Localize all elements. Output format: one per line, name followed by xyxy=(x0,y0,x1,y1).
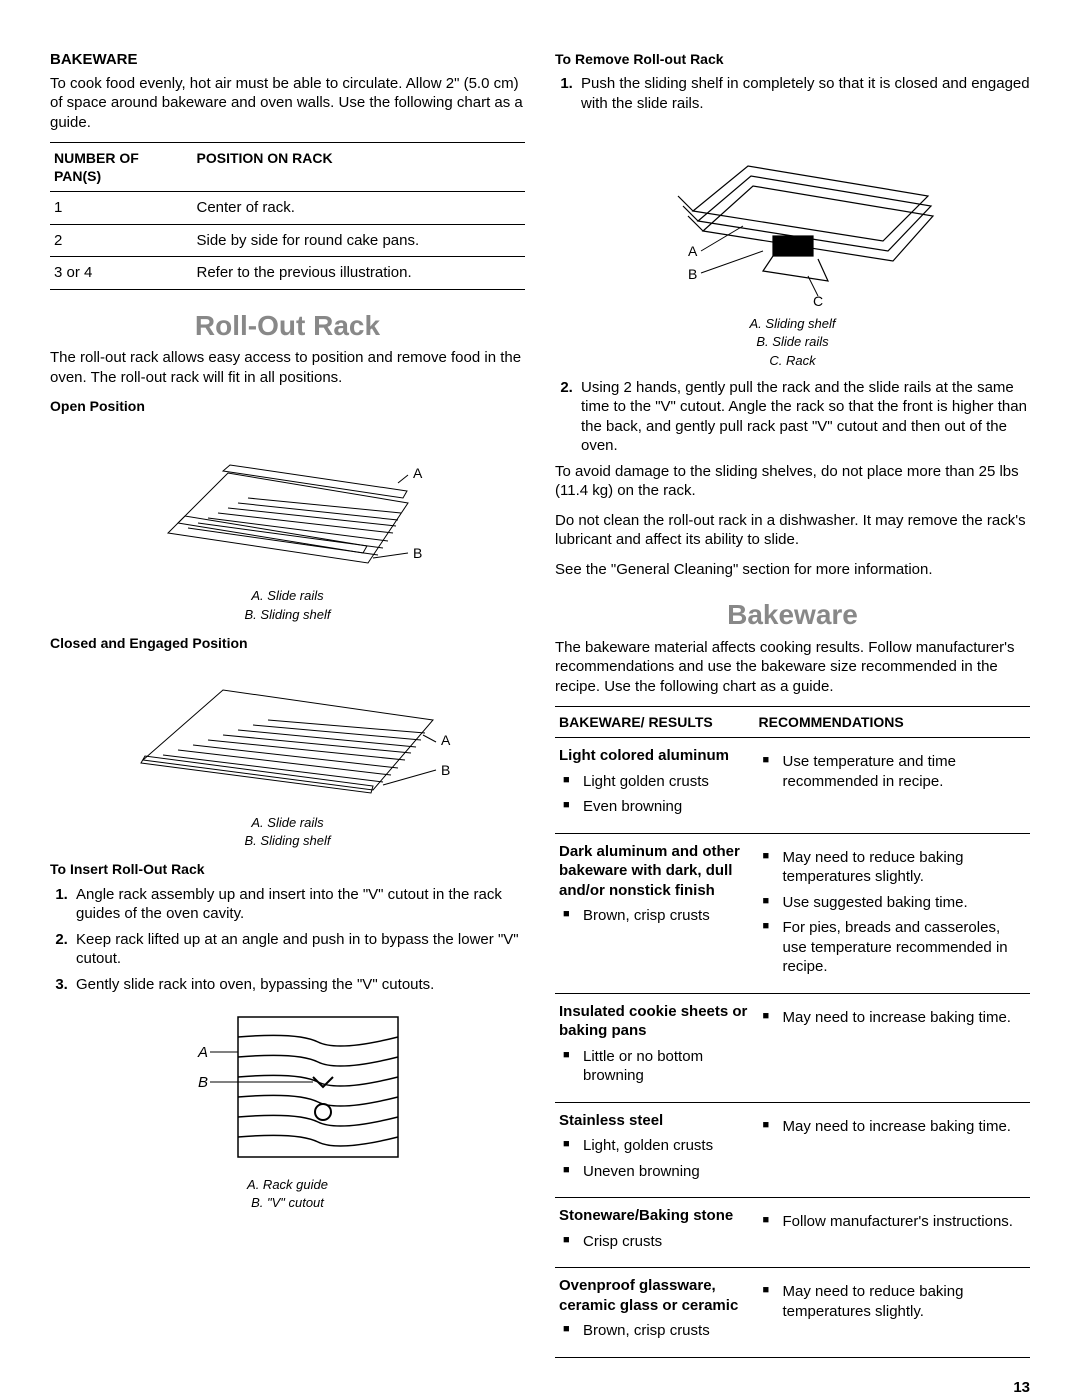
caption-line: B. "V" cutout xyxy=(50,1194,525,1212)
results-list: Light, golden crusts Uneven browning xyxy=(559,1136,751,1181)
bakeware-type: Ovenproof glassware, ceramic glass or ce… xyxy=(559,1276,751,1315)
bake-th-results: BAKEWARE/ RESULTS xyxy=(555,707,755,738)
caption-line: B. Sliding shelf xyxy=(50,606,525,624)
caption-line: B. Slide rails xyxy=(555,333,1030,351)
label-b: B xyxy=(441,762,450,778)
label-a: A xyxy=(197,1044,208,1061)
list-item: Gently slide rack into oven, bypassing t… xyxy=(72,975,525,995)
label-a: A xyxy=(413,465,423,481)
bakeware-type: Stoneware/Baking stone xyxy=(559,1206,751,1226)
caption-line: B. Sliding shelf xyxy=(50,832,525,850)
caption-line: A. Slide rails xyxy=(50,814,525,832)
list-item: May need to reduce baking temperatures s… xyxy=(759,848,1027,887)
caption-line: A. Rack guide xyxy=(50,1176,525,1194)
list-item: May need to increase baking time. xyxy=(759,1008,1027,1028)
results-list: Little or no bottom browning xyxy=(559,1047,751,1086)
bakeware-type: Insulated cookie sheets or baking pans xyxy=(559,1002,751,1041)
recommendations-list: Use temperature and time recommended in … xyxy=(759,752,1027,791)
list-item: Brown, crisp crusts xyxy=(559,906,751,926)
bakeware-type: Dark aluminum and other bakeware with da… xyxy=(559,842,751,901)
results-list: Crisp crusts xyxy=(559,1232,751,1252)
rollout-intro: The roll-out rack allows easy access to … xyxy=(50,348,525,387)
list-item: Little or no bottom browning xyxy=(559,1047,751,1086)
results-list: Brown, crisp crusts xyxy=(559,1321,751,1341)
remove-title: To Remove Roll-out Rack xyxy=(555,50,1030,68)
recommendations-list: May need to reduce baking temperatures s… xyxy=(759,848,1027,977)
page-number: 13 xyxy=(50,1378,1030,1397)
remove-note: Do not clean the roll-out rack in a dish… xyxy=(555,511,1030,550)
list-item: Using 2 hands, gently pull the rack and … xyxy=(577,378,1030,456)
list-item: Follow manufacturer's instructions. xyxy=(759,1212,1027,1232)
remove-figure: A B C A. Sliding shelf B. Slide rails C.… xyxy=(555,121,1030,370)
list-item: May need to reduce baking temperatures s… xyxy=(759,1282,1027,1321)
rollout-title: Roll-Out Rack xyxy=(50,308,525,344)
recommendations-list: Follow manufacturer's instructions. xyxy=(759,1212,1027,1232)
label-b: B xyxy=(688,266,697,282)
list-item: Even browning xyxy=(559,797,751,817)
remove-note: To avoid damage to the sliding shelves, … xyxy=(555,462,1030,501)
recommendations-list: May need to increase baking time. xyxy=(759,1117,1027,1137)
table-row: Ovenproof glassware, ceramic glass or ce… xyxy=(555,1268,1030,1358)
pans-th-number: NUMBER OF PAN(S) xyxy=(50,143,193,192)
caption-line: A. Slide rails xyxy=(50,587,525,605)
table-row: Insulated cookie sheets or baking pans Li… xyxy=(555,993,1030,1102)
list-item: Crisp crusts xyxy=(559,1232,751,1252)
label-a: A xyxy=(441,732,451,748)
list-item: Use temperature and time recommended in … xyxy=(759,752,1027,791)
left-column: BAKEWARE To cook food evenly, hot air mu… xyxy=(50,50,525,1358)
label-a: A xyxy=(688,243,698,259)
caption-line: A. Sliding shelf xyxy=(555,315,1030,333)
results-list: Light golden crusts Even browning xyxy=(559,772,751,817)
caption-line: C. Rack xyxy=(555,352,1030,370)
closed-position-figure: A B A. Slide rails B. Sliding shelf xyxy=(50,660,525,850)
recommendations-list: May need to increase baking time. xyxy=(759,1008,1027,1028)
pans-th-position: POSITION ON RACK xyxy=(193,143,526,192)
bakeware-type: Stainless steel xyxy=(559,1111,751,1131)
list-item: Brown, crisp crusts xyxy=(559,1321,751,1341)
results-list: Brown, crisp crusts xyxy=(559,906,751,926)
bakeware-intro: The bakeware material affects cooking re… xyxy=(555,638,1030,697)
table-row: Dark aluminum and other bakeware with da… xyxy=(555,833,1030,993)
list-item: For pies, breads and casseroles, use tem… xyxy=(759,918,1027,977)
pans-table: NUMBER OF PAN(S) POSITION ON RACK 1 Cent… xyxy=(50,142,525,290)
table-row: Light colored aluminum Light golden crust… xyxy=(555,738,1030,834)
insert-steps: Angle rack assembly up and insert into t… xyxy=(50,885,525,995)
list-item: Keep rack lifted up at an angle and push… xyxy=(72,930,525,969)
bakeware-text: To cook food evenly, hot air must be abl… xyxy=(50,74,525,133)
bake-th-recs: RECOMMENDATIONS xyxy=(755,707,1031,738)
bakeware-big-title: Bakeware xyxy=(555,597,1030,633)
table-row: 1 Center of rack. xyxy=(50,192,525,225)
list-item: Light golden crusts xyxy=(559,772,751,792)
remove-steps-1: Push the sliding shelf in completely so … xyxy=(555,74,1030,113)
list-item: Use suggested baking time. xyxy=(759,893,1027,913)
bakeware-heading: BAKEWARE xyxy=(50,50,525,70)
label-b: B xyxy=(198,1074,208,1091)
table-row: 2 Side by side for round cake pans. xyxy=(50,224,525,257)
list-item: Push the sliding shelf in completely so … xyxy=(577,74,1030,113)
table-row: 3 or 4 Refer to the previous illustratio… xyxy=(50,257,525,290)
bakeware-table: BAKEWARE/ RESULTS RECOMMENDATIONS Light … xyxy=(555,706,1030,1358)
remove-note: See the "General Cleaning" section for m… xyxy=(555,560,1030,580)
list-item: Light, golden crusts xyxy=(559,1136,751,1156)
bakeware-type: Light colored aluminum xyxy=(559,746,751,766)
list-item: Uneven browning xyxy=(559,1162,751,1182)
open-position-heading: Open Position xyxy=(50,397,525,415)
table-row: Stainless steel Light, golden crusts Uneve… xyxy=(555,1102,1030,1198)
recommendations-list: May need to reduce baking temperatures s… xyxy=(759,1282,1027,1321)
right-column: To Remove Roll-out Rack Push the sliding… xyxy=(555,50,1030,1358)
label-b: B xyxy=(413,545,422,561)
table-row: Stoneware/Baking stone Crisp crusts Follow… xyxy=(555,1198,1030,1268)
insert-title: To Insert Roll-Out Rack xyxy=(50,860,525,878)
list-item: May need to increase baking time. xyxy=(759,1117,1027,1137)
insert-figure: A B A. Rack guide B. "V" cutout xyxy=(50,1002,525,1212)
list-item: Angle rack assembly up and insert into t… xyxy=(72,885,525,924)
closed-position-heading: Closed and Engaged Position xyxy=(50,634,525,652)
open-position-figure: A B A. Slide rails B. Sliding shelf xyxy=(50,423,525,623)
remove-steps-2: Using 2 hands, gently pull the rack and … xyxy=(555,378,1030,456)
